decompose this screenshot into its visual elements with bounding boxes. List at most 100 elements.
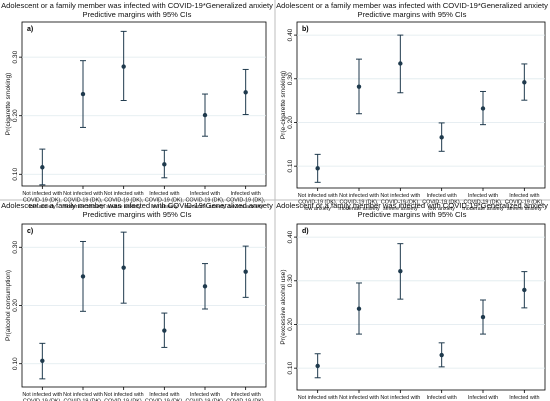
- panel-c-ytick-label: 0.10: [12, 357, 19, 370]
- panel-d-ytick-label: 0.20: [287, 318, 294, 331]
- panel-a-xtick-label: Not infected with COVID-19 (DK), severe an…: [104, 191, 144, 210]
- panel-b-xtick-label-line: moderate anxiety: [338, 206, 380, 212]
- panel-d-letter: d): [302, 228, 309, 235]
- panel-d-point-estimate: [398, 268, 403, 274]
- panel-c-xtick-label-line: Infected with: [231, 392, 261, 398]
- panel-b-xtick-label: Infected with COVID-19 (DK), moderate anxi…: [462, 193, 504, 212]
- panel-d-ytick-label: 0.40: [287, 230, 294, 243]
- panel-a-point-estimate: [80, 91, 86, 97]
- panel-c-xtick-label-line: Not infected with: [63, 392, 103, 398]
- panel-a-xtick-label-line: COVID-19 (DK),: [186, 198, 225, 204]
- panel-a-xtick-label-line: COVID-19 (DK),: [23, 198, 62, 204]
- panel-a-xtick-label: Infected with COVID-19 (DK), low anxiety: [145, 191, 184, 210]
- panel-b-xtick-label-line: low anxiety: [428, 206, 455, 212]
- panel-a-subtitle: Predictive margins with 95% CIs: [83, 10, 192, 19]
- panel-a-xtick-label-line: Infected with: [231, 191, 261, 197]
- panel-a-xtick-label-line: COVID-19 (DK),: [104, 198, 143, 204]
- panel-a-letter: a): [27, 26, 33, 33]
- panel-a-xtick-label: Infected with COVID-19 (DK), moderate anxi…: [184, 191, 226, 210]
- panel-d-title: Adolescent or a family member was infect…: [276, 201, 548, 210]
- panel-b-xtick-label-line: Infected with: [509, 193, 539, 199]
- panel-a-ytick-label: 0.20: [12, 109, 19, 122]
- panel-a-xtick-label: Not infected with COVID-19 (DK), low anxie…: [22, 191, 62, 210]
- panel-a-xtick-label-line: COVID-19 (DK),: [226, 198, 265, 204]
- panel-c-xtick-label-line: Not infected with: [22, 392, 62, 398]
- panel-c-title: Adolescent or a family member was infect…: [1, 201, 273, 210]
- panel-a-xtick-label: Infected with COVID-19 (DK), severe anxiet…: [226, 191, 265, 210]
- panel-b-xtick-label-line: Not infected with: [298, 193, 338, 199]
- panel-b-point-estimate: [356, 84, 362, 89]
- panel-a-point-estimate: [121, 64, 126, 69]
- panel-b-point-estimate: [522, 80, 527, 85]
- panel-a-xtick-label-line: moderate anxiety: [62, 204, 104, 210]
- panel-d-y-axis-label: Pr(excessive alcohol use): [280, 269, 287, 344]
- panel-d-xtick-label-line: Not infected with: [339, 395, 379, 401]
- panel-d-point-estimate: [315, 363, 320, 369]
- panel-a-point-estimate: [162, 162, 167, 167]
- panel-a-xtick-label-line: Infected with: [149, 191, 179, 197]
- panel-c-point-estimate: [243, 269, 248, 274]
- panel-b-title: Adolescent or a family member was infect…: [276, 1, 548, 10]
- panel-b-point-estimate: [480, 106, 486, 111]
- panel-d-xtick-label-line: Infected with: [509, 395, 539, 401]
- panel-d-point-estimate: [522, 287, 527, 293]
- panel-a-xtick-label-line: Not infected with: [104, 191, 144, 197]
- panel-a-xtick-label-line: moderate anxiety: [184, 204, 226, 210]
- panel-c-letter: c): [27, 228, 33, 235]
- panel-b: Adolescent or a family member was infect…: [276, 1, 548, 212]
- panel-d-ytick-label: 0.10: [287, 361, 294, 374]
- panel-a-xtick-label-line: COVID-19 (DK),: [64, 198, 103, 204]
- panel-c-point-estimate: [80, 274, 86, 279]
- panel-c-xtick-label-line: COVID-19 (DK),: [104, 399, 143, 401]
- panel-b-xtick-label-line: severe anxiety: [507, 206, 542, 212]
- panel-d-xtick-label-line: Not infected with: [298, 395, 338, 401]
- panel-b-xtick-label-line: COVID-19 (DK),: [381, 200, 420, 206]
- panel-b-plot-area: [296, 21, 546, 189]
- panel-a-xtick-label-line: Not infected with: [63, 191, 103, 197]
- panel-d-point-estimate: [480, 314, 486, 320]
- panel-d-point-estimate: [356, 306, 362, 311]
- panel-b-ytick-label: 0.20: [287, 116, 294, 129]
- panel-c-point-estimate: [40, 358, 45, 364]
- panel-b-xtick-label: Not infected with COVID-19 (DK), low anxie…: [298, 193, 338, 212]
- panel-a-y-axis-label: Pr(cigarette smoking): [5, 73, 12, 136]
- panel-b-ytick-label: 0.10: [287, 159, 294, 172]
- panel-c-xtick-label-line: COVID-19 (DK),: [23, 399, 62, 401]
- panel-b-ytick-label: 0.40: [287, 28, 294, 41]
- panel-c-ytick-label: 0.20: [12, 299, 19, 312]
- panel-b-xtick-label: Not infected with COVID-19 (DK), severe an…: [380, 193, 420, 212]
- panel-a-xtick-label-line: Infected with: [190, 191, 220, 197]
- panel-c-xtick-label-line: COVID-19 (DK),: [64, 399, 103, 401]
- panel-d: Adolescent or a family member was infect…: [276, 201, 548, 401]
- panel-b-xtick-label: Infected with COVID-19 (DK), severe anxiet…: [505, 193, 544, 212]
- panel-d-xtick-label-line: Infected with: [427, 395, 457, 401]
- panel-d-xtick-label-line: Infected with: [468, 395, 498, 401]
- panel-a-point-estimate: [40, 165, 45, 170]
- panel-b-point-estimate: [315, 166, 320, 171]
- panel-b-subtitle: Predictive margins with 95% CIs: [358, 10, 467, 19]
- panel-d-point-estimate: [439, 352, 444, 358]
- panel-b-xtick-label-line: COVID-19 (DK),: [422, 200, 461, 206]
- panel-a-title: Adolescent or a family member was infect…: [1, 1, 273, 10]
- panel-c-point-estimate: [202, 284, 208, 289]
- panel-b-xtick-label-line: COVID-19 (DK),: [340, 200, 379, 206]
- panel-b-point-estimate: [439, 135, 444, 140]
- panel-a-xtick-label-line: severe anxiety: [106, 204, 141, 210]
- panel-a-xtick-label-line: COVID-19 (DK),: [145, 198, 184, 204]
- panel-d-plot-area: [296, 223, 546, 391]
- panel-a: Adolescent or a family member was infect…: [1, 1, 273, 210]
- panel-a-xtick-label-line: low anxiety: [151, 204, 178, 210]
- panel-c-xtick-label-line: Not infected with: [104, 392, 144, 398]
- panel-c-xtick-label-line: COVID-19 (DK),: [226, 399, 265, 401]
- panel-b-xtick-label-line: COVID-19 (DK),: [505, 200, 544, 206]
